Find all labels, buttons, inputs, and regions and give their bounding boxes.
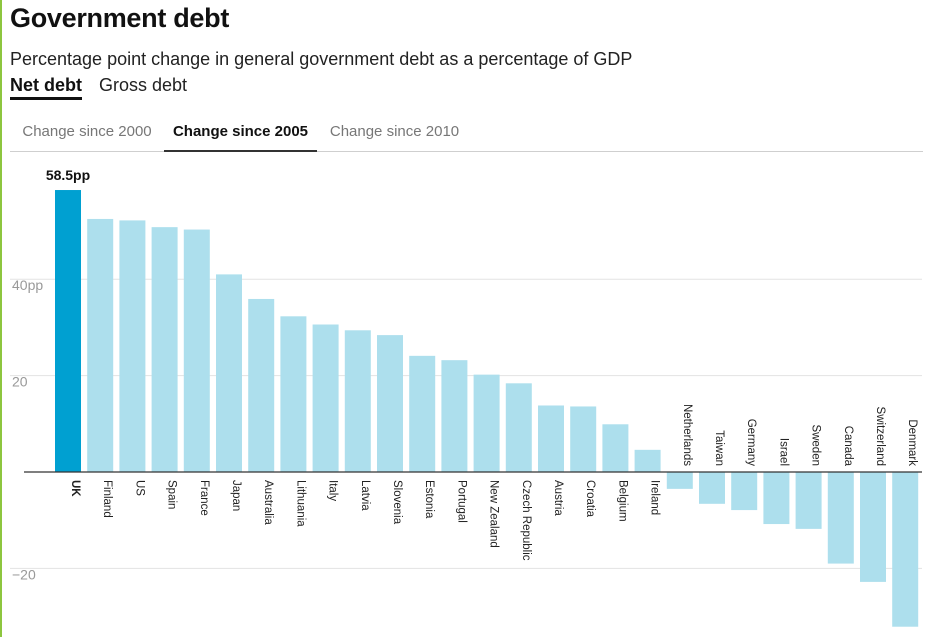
category-label: UK	[69, 480, 81, 497]
bar-latvia	[344, 330, 371, 472]
tab-change-since-2010[interactable]: Change since 2010	[329, 123, 460, 140]
category-label: Czech Republic	[520, 480, 532, 561]
category-label: Lithuania	[294, 480, 306, 527]
bar-new-zealand	[473, 374, 500, 472]
bar-ireland	[634, 449, 661, 472]
category-label: Denmark	[906, 419, 918, 466]
tab-change-since-2005[interactable]: Change since 2005	[164, 112, 317, 152]
category-label: Spain	[166, 480, 178, 509]
bar-switzerland	[860, 472, 886, 582]
category-label: New Zealand	[488, 480, 500, 548]
bar-uk	[55, 190, 81, 472]
bar-portugal	[441, 360, 468, 472]
category-label: Ireland	[649, 480, 661, 515]
bar-finland	[87, 218, 114, 472]
category-label: Slovenia	[391, 480, 403, 525]
bar-spain	[151, 227, 178, 472]
y-tick-label: 20	[12, 374, 28, 390]
bar-austria	[538, 405, 564, 472]
category-label: Portugal	[455, 480, 467, 523]
category-label: Croatia	[584, 480, 596, 518]
bar-israel	[763, 472, 790, 525]
category-label: Latvia	[359, 480, 371, 511]
period-tabs: Change since 2000 Change since 2005 Chan…	[10, 112, 923, 152]
category-label: Australia	[262, 480, 274, 525]
highlight-value-label: 58.5pp	[46, 167, 90, 183]
gross-debt-toggle[interactable]: Gross debt	[99, 75, 188, 95]
category-label: Italy	[327, 480, 339, 501]
tab-change-since-2000[interactable]: Change since 2000	[22, 123, 152, 140]
category-label: Germany	[745, 419, 757, 467]
bar-us	[119, 220, 146, 472]
category-label: Finland	[101, 480, 113, 518]
chart-subtitle: Percentage point change in general gover…	[10, 49, 633, 69]
net-debt-toggle[interactable]: Net debt	[10, 75, 82, 100]
bar-czech-republic	[505, 383, 532, 472]
category-label: Netherlands	[681, 404, 693, 466]
y-tick-label: −20	[12, 566, 36, 582]
bar-sweden	[795, 472, 822, 529]
category-label: Austria	[552, 480, 564, 516]
bar-lithuania	[280, 316, 307, 472]
bar-belgium	[602, 424, 629, 472]
category-label: Estonia	[423, 480, 435, 519]
bar-denmark	[892, 472, 919, 627]
bar-netherlands	[666, 472, 693, 489]
category-label: Israel	[777, 438, 789, 466]
bar-japan	[216, 274, 242, 472]
category-label: France	[198, 480, 210, 516]
bar-slovenia	[377, 335, 403, 472]
y-tick-label: 40pp	[12, 277, 43, 293]
bar-france	[183, 229, 210, 472]
category-label: US	[133, 480, 145, 496]
bar-italy	[312, 324, 339, 472]
category-label: Canada	[842, 426, 854, 467]
category-label: Japan	[230, 480, 242, 511]
category-label: Switzerland	[874, 407, 886, 466]
accent-rule	[0, 0, 2, 637]
bar-germany	[731, 472, 758, 511]
category-label: Taiwan	[713, 430, 725, 466]
bar-canada	[827, 472, 854, 564]
bar-croatia	[570, 406, 597, 472]
chart-title: Government debt	[10, 3, 230, 33]
bar-taiwan	[699, 472, 725, 504]
bar-estonia	[409, 355, 436, 472]
category-label: Belgium	[616, 480, 628, 522]
category-label: Sweden	[810, 424, 822, 466]
bar-australia	[248, 298, 275, 472]
